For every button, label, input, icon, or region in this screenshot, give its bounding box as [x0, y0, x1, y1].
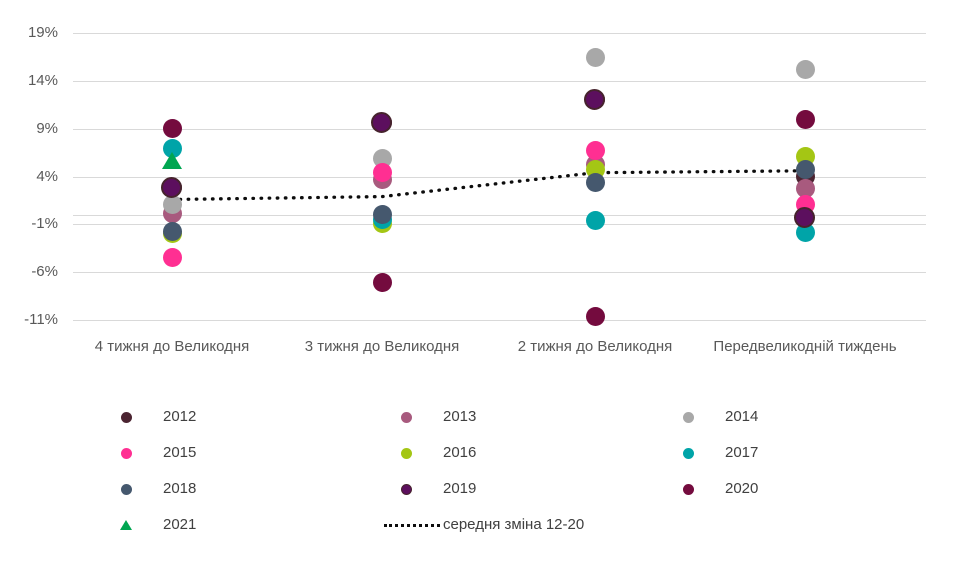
legend-label-2019: 2019 [443, 480, 477, 497]
trend-polyline [170, 169, 807, 202]
data-point-2019 [584, 89, 605, 110]
data-point-2018 [795, 160, 815, 180]
data-point-2018 [162, 221, 182, 241]
y-tick-label: 9% [36, 119, 58, 137]
legend-swatch-2016 [401, 448, 412, 459]
y-tick-label: -6% [31, 263, 58, 281]
legend-swatch-2015 [121, 448, 132, 459]
x-category-label: Передвеликодній тиждень [713, 338, 897, 355]
data-point-2015 [372, 163, 392, 183]
legend-label-2015: 2015 [163, 444, 197, 461]
legend-swatch-2019 [401, 484, 412, 495]
data-point-2015 [585, 141, 605, 161]
gridline [73, 320, 926, 321]
y-tick-label: 4% [36, 167, 58, 185]
data-point-2019 [371, 111, 392, 133]
y-tick-label: 19% [27, 24, 58, 41]
gridline [73, 272, 926, 274]
y-tick-label: -11% [24, 311, 58, 328]
legend-swatch-2020 [683, 484, 694, 495]
legend-label-2016: 2016 [443, 444, 477, 461]
data-point-2018 [585, 172, 605, 192]
legend-label-2020: 2020 [725, 480, 759, 497]
legend-swatch-2017 [683, 448, 694, 459]
data-point-2014 [372, 148, 392, 168]
legend-label-середня зміна 12-20: середня зміна 12-20 [443, 516, 585, 533]
legend-swatch-2013 [401, 412, 412, 423]
zero-axis-line [73, 214, 926, 216]
data-point-2014 [795, 59, 815, 79]
data-point-2020 [585, 306, 605, 326]
data-point-2013 [795, 178, 815, 198]
data-point-2014 [162, 194, 182, 214]
data-point-2021 [162, 151, 182, 169]
y-tick-label: -1% [31, 215, 58, 233]
legend-swatch-2018 [121, 484, 132, 495]
gridline [73, 224, 926, 226]
gridline [73, 80, 926, 82]
legend-swatch-2012 [121, 412, 132, 423]
data-point-2019 [794, 206, 815, 228]
data-point-2017 [585, 211, 605, 230]
x-category-label: 4 тижня до Великодня [94, 338, 250, 355]
legend-label-2012: 2012 [163, 408, 197, 425]
x-category-label: 2 тижня до Великодня [517, 338, 673, 355]
data-point-2014 [585, 48, 605, 68]
gridline [73, 176, 926, 178]
legend-label-2021: 2021 [163, 516, 197, 533]
legend-trend-swatch [384, 524, 440, 527]
data-point-2020 [162, 119, 182, 139]
legend-swatch-2021 [120, 520, 132, 530]
x-category-label: 3 тижня до Великодня [304, 338, 460, 355]
data-point-2020 [795, 109, 815, 129]
data-point-2018 [372, 205, 392, 225]
gridline [73, 33, 926, 34]
legend-label-2013: 2013 [443, 408, 477, 425]
legend-label-2018: 2018 [163, 480, 197, 497]
legend-label-2017: 2017 [725, 444, 759, 461]
data-point-2015 [162, 248, 182, 268]
data-point-2019 [161, 177, 182, 198]
gridline [73, 128, 926, 130]
legend-swatch-2014 [683, 412, 694, 423]
y-tick-label: 14% [27, 71, 58, 89]
legend-label-2014: 2014 [725, 408, 759, 425]
data-point-2017 [795, 223, 815, 243]
data-point-2020 [372, 273, 392, 293]
